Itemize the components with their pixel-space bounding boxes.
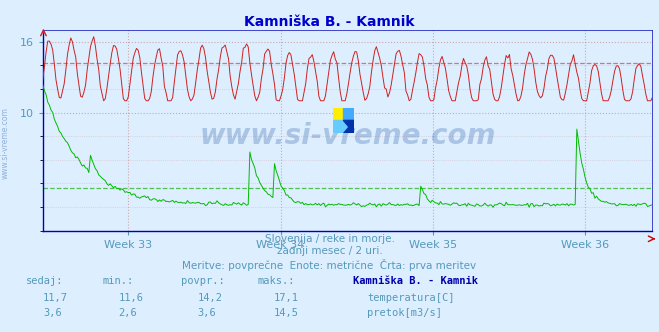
Text: 17,1: 17,1 xyxy=(273,293,299,303)
Text: maks.:: maks.: xyxy=(257,276,295,286)
Text: 3,6: 3,6 xyxy=(43,308,61,318)
Text: Kamniška B. - Kamnik: Kamniška B. - Kamnik xyxy=(353,276,478,286)
Polygon shape xyxy=(343,121,354,133)
Polygon shape xyxy=(343,121,354,133)
Bar xyxy=(333,121,354,133)
Text: Kamniška B. - Kamnik: Kamniška B. - Kamnik xyxy=(244,15,415,29)
Text: 11,7: 11,7 xyxy=(43,293,68,303)
Text: zadnji mesec / 2 uri.: zadnji mesec / 2 uri. xyxy=(277,246,382,256)
Text: Slovenija / reke in morje.: Slovenija / reke in morje. xyxy=(264,234,395,244)
Text: Meritve: povprečne  Enote: metrične  Črta: prva meritev: Meritve: povprečne Enote: metrične Črta:… xyxy=(183,259,476,271)
Text: 2,6: 2,6 xyxy=(119,308,137,318)
Text: min.:: min.: xyxy=(102,276,133,286)
Bar xyxy=(333,108,343,121)
Text: temperatura[C]: temperatura[C] xyxy=(367,293,455,303)
Text: 14,5: 14,5 xyxy=(273,308,299,318)
Text: pretok[m3/s]: pretok[m3/s] xyxy=(367,308,442,318)
Text: povpr.:: povpr.: xyxy=(181,276,225,286)
Text: 3,6: 3,6 xyxy=(198,308,216,318)
Text: 14,2: 14,2 xyxy=(198,293,223,303)
Text: www.si-vreme.com: www.si-vreme.com xyxy=(200,122,496,150)
Text: sedaj:: sedaj: xyxy=(26,276,64,286)
Text: www.si-vreme.com: www.si-vreme.com xyxy=(1,107,10,179)
Text: 11,6: 11,6 xyxy=(119,293,144,303)
Bar xyxy=(343,108,354,121)
